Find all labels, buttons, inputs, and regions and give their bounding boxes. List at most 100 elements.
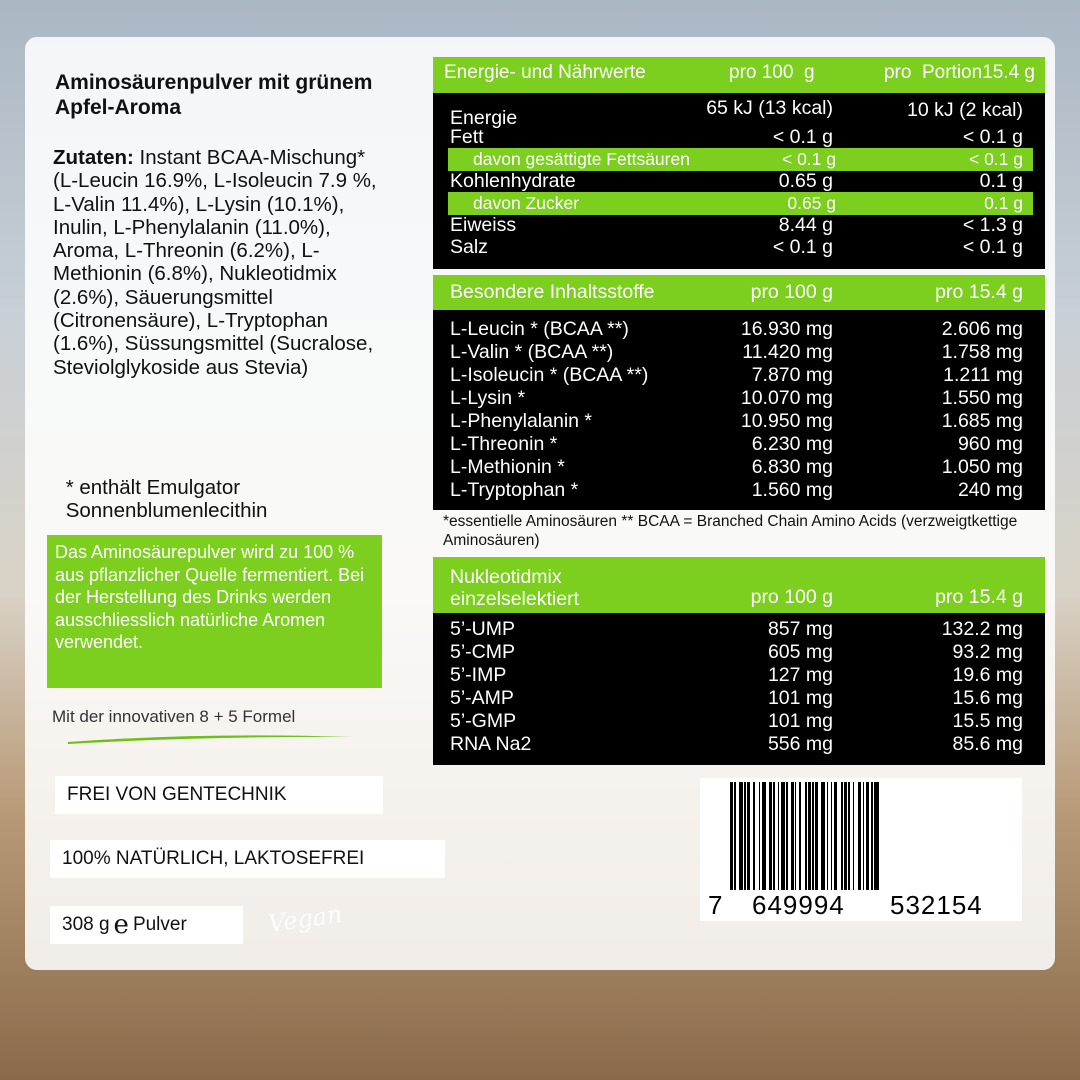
barcode-bar: [815, 782, 819, 890]
barcode-digit: 532154: [890, 890, 983, 920]
barcode-bar: [865, 782, 869, 890]
barcode-bar: [754, 782, 759, 890]
barcode-bar: [871, 782, 873, 890]
value-per-portion: < 0.1 g: [968, 149, 1023, 169]
table-row: RNA Na2 556 mg 85.6 mg: [433, 733, 1045, 756]
table-row: Eiweiss 8.44 g < 1.3 g: [433, 214, 1045, 237]
barcode-bar: [841, 782, 843, 890]
amino-body: L-Leucin * (BCAA **) 16.930 mg 2.606 mg L-V…: [433, 310, 1045, 510]
value-per-portion: 1.550 mg: [941, 387, 1023, 409]
row-label: 5’-GMP: [450, 710, 517, 732]
value-per-100g: 65 kJ (13 kcal): [706, 97, 833, 119]
barcode-bar: [810, 782, 813, 890]
badge-text: 100% NATÜRLICH, LAKTOSEFREI: [62, 848, 365, 869]
row-label: davon gesättigte Fettsäuren: [473, 149, 690, 169]
row-label: L-Valin * (BCAA **): [450, 341, 614, 363]
barcode-bar: [826, 782, 829, 890]
barcode-bar: [730, 782, 733, 890]
barcode-bar: [790, 782, 794, 890]
value-per-100g: 1.560 mg: [751, 479, 833, 501]
barcode-bar: [800, 782, 806, 890]
value-per-portion: < 0.1 g: [962, 126, 1023, 148]
table-row: L-Leucin * (BCAA **) 16.930 mg 2.606 mg: [433, 318, 1045, 341]
barcode-bar: [874, 782, 879, 890]
row-label: 5’-IMP: [450, 664, 507, 686]
barcode-digit: 7: [708, 890, 724, 920]
value-per-100g: < 0.1 g: [772, 126, 833, 148]
barcode-bar: [747, 782, 751, 890]
header-cell: Besondere Inhaltsstoffe: [450, 281, 655, 303]
weight-amount: 308 g: [62, 914, 110, 935]
product-title: Aminosäurenpulver mit grünem Apfel-Aroma: [55, 71, 373, 119]
table-row: davon gesättigte Fettsäuren < 0.1 g < 0.1 …: [448, 148, 1033, 171]
header-cell: pro Portion15.4 g: [883, 62, 1035, 83]
row-label: Eiweiss: [450, 214, 517, 236]
table-row: L-Threonin * 6.230 mg 960 mg: [433, 433, 1045, 456]
amino-footnote: *essentielle Aminosäuren ** BCAA = Branc…: [443, 513, 1018, 549]
barcode-bar: [761, 782, 767, 890]
row-label: Kohlenhydrate: [450, 170, 576, 192]
barcode-bar: [872, 782, 875, 890]
ingredients-text: Instant BCAA-Mischung* (L-Leucin 16.9%, …: [53, 146, 377, 379]
barcode-bar: [738, 782, 743, 890]
value-per-portion: 2.606 mg: [941, 318, 1023, 340]
barcode-bar: [796, 782, 800, 890]
table-row: L-Phenylalanin * 10.950 mg 1.685 mg: [433, 410, 1045, 433]
value-per-100g: 10.950 mg: [740, 410, 833, 432]
barcode-bar: [828, 782, 832, 890]
value-per-100g: 556 mg: [767, 733, 833, 755]
value-per-100g: < 0.1 g: [781, 149, 836, 169]
barcode-bar: [735, 782, 739, 890]
row-label: L-Phenylalanin *: [450, 410, 593, 432]
barcode-bar: [864, 782, 866, 890]
value-per-portion: < 0.1 g: [962, 236, 1023, 258]
barcode-bar: [852, 782, 855, 890]
nucleotide-header: Nukleotidmix einzelselektiert pro 100 g …: [433, 557, 1045, 613]
value-per-portion: 1.050 mg: [941, 456, 1023, 478]
barcode-bar: [861, 782, 863, 890]
value-per-portion: 1.685 mg: [941, 410, 1023, 432]
row-label: 5’-CMP: [450, 641, 516, 663]
barcode-bar: [787, 782, 791, 890]
barcode-bar: [806, 782, 808, 890]
value-per-100g: 605 mg: [767, 641, 833, 663]
value-per-100g: 11.420 mg: [742, 341, 833, 363]
emulsifier-note: * enthält Emulgator Sonnenblumenlecithin: [65, 476, 268, 522]
value-per-100g: 101 mg: [767, 687, 833, 709]
barcode-bar: [794, 782, 797, 890]
barcode-bars: [730, 782, 1000, 890]
value-per-100g: 8.44 g: [778, 214, 833, 236]
barcode-bar: [779, 782, 781, 890]
table-row: 5’-UMP 857 mg 132.2 mg: [433, 618, 1045, 641]
barcode-bar: [846, 782, 849, 890]
badge-text: FREI VON GENTECHNIK: [67, 784, 287, 805]
value-per-100g: < 0.1 g: [772, 236, 833, 258]
table-row: 5’-CMP 605 mg 93.2 mg: [433, 641, 1045, 664]
formula-tagline: Mit der innovativen 8 + 5 Formel: [52, 707, 296, 726]
barcode-bar: [732, 782, 735, 890]
barcode-bar: [799, 782, 801, 890]
row-label: L-Isoleucin * (BCAA **): [450, 364, 649, 386]
value-per-100g: 0.65 g: [778, 170, 833, 192]
estimated-sign-icon: e: [113, 910, 129, 940]
ingredients-label: Zutaten:: [53, 146, 134, 169]
info-box: Das Aminosäurepulver wird zu 100 % aus p…: [47, 535, 382, 688]
barcode-bar: [818, 782, 821, 890]
value-per-portion: 15.5 mg: [952, 710, 1023, 732]
value-per-portion: 240 mg: [957, 479, 1023, 501]
row-label: 5’-UMP: [450, 618, 516, 640]
table-row: L-Methionin * 6.830 mg 1.050 mg: [433, 456, 1045, 479]
barcode-bar: [774, 782, 778, 890]
row-label: Salz: [450, 236, 488, 258]
badge-gmo-free: FREI VON GENTECHNIK: [55, 776, 383, 814]
barcode-bar: [771, 782, 774, 890]
value-per-100g: 101 mg: [767, 710, 833, 732]
table-row: davon Zucker 0.65 g 0.1 g: [448, 192, 1033, 215]
row-label: L-Methionin *: [450, 456, 565, 478]
value-per-portion: 0.1 g: [984, 193, 1023, 213]
table-row: Energie 65 kJ (13 kcal) 10 kJ (2 kcal): [433, 97, 1045, 129]
header-cell: Nukleotidmix: [450, 566, 562, 588]
value-per-100g: 10.070 mg: [740, 387, 833, 409]
barcode-bar: [750, 782, 754, 890]
value-per-100g: 6.230 mg: [751, 433, 833, 455]
